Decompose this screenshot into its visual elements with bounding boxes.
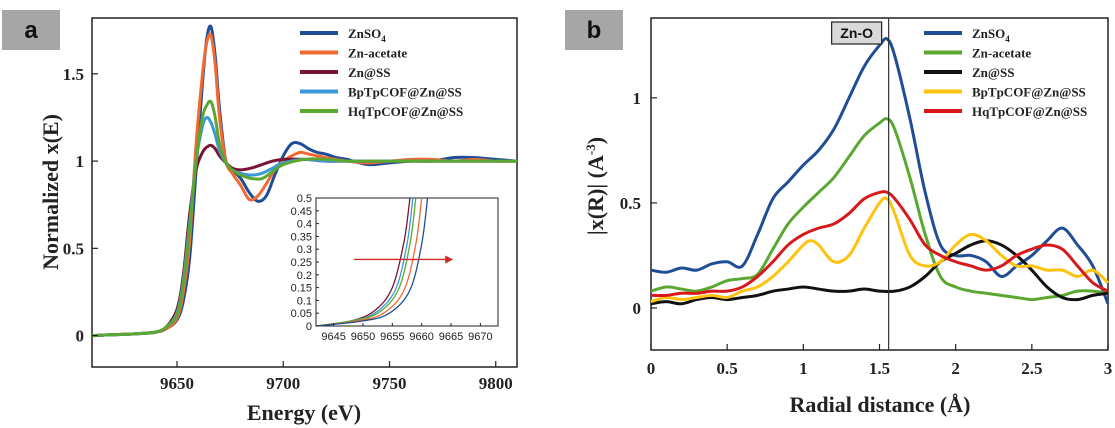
legend-label: ZnSO4 xyxy=(348,26,386,44)
series-line-3 xyxy=(650,196,1110,304)
x-tick-label: 1 xyxy=(799,359,808,378)
legend-label: Zn-acetate xyxy=(972,46,1031,61)
panel-a-x-axis-title: Energy (eV) xyxy=(247,400,361,425)
legend-label: Zn-acetate xyxy=(348,46,407,61)
panel-a-inset: 9645 9650 9655 9660 9665 9670 00.050.10.150.2… xyxy=(291,193,499,343)
inset-y-tick-label: 0.25 xyxy=(291,257,312,269)
zn-o-label-box xyxy=(831,21,883,45)
x-tick-label: 2.5 xyxy=(1021,359,1042,378)
inset-series-line-4 xyxy=(315,197,429,327)
legend-label: HqTpCOF@Zn@SS xyxy=(972,104,1087,119)
legend-label: HqTpCOF@Zn@SS xyxy=(348,104,463,119)
y-tick-label: 1.5 xyxy=(63,65,84,84)
series-line-4 xyxy=(650,190,1109,298)
series-line-0 xyxy=(91,24,518,338)
x-tick-label: 0.5 xyxy=(717,359,738,378)
panel-b-y-axis-title-end: ) xyxy=(583,137,608,144)
series-line-1 xyxy=(650,117,1109,302)
inset-y-tick-label: 0 xyxy=(306,321,312,333)
x-tick-label: 9800 xyxy=(479,374,513,393)
inset-x-tick-label: 9665 xyxy=(439,331,463,343)
legend-label: BpTpCOF@Zn@SS xyxy=(348,85,462,100)
inset-y-tick-label: 0.4 xyxy=(297,219,312,231)
inset-series-group xyxy=(315,197,429,327)
x-tick-label: 9750 xyxy=(373,374,407,393)
x-tick-label: 9700 xyxy=(266,374,300,393)
inset-x-tick-label: 9650 xyxy=(351,331,375,343)
panel-a-label: a xyxy=(24,17,38,44)
inset-series-line-3 xyxy=(315,197,423,327)
y-tick-label: 0 xyxy=(76,327,85,346)
panel-b-label: b xyxy=(587,17,602,44)
panel-b-annotation: Zn-O xyxy=(831,18,890,350)
inset-y-tick-label: 0.5 xyxy=(297,193,312,205)
panel-a-plot-frame xyxy=(91,17,518,368)
inset-x-tick-label: 9645 xyxy=(321,331,345,343)
inset-x-ticks: 9645 9650 9655 9660 9665 9670 xyxy=(321,323,493,343)
panel-a-label-box xyxy=(2,10,60,50)
inset-y-tick-label: 0.1 xyxy=(297,295,312,307)
inset-y-tick-label: 0.15 xyxy=(291,283,312,295)
inset-y-ticks: 00.050.10.150.20.250.30.350.40.450.5 xyxy=(291,193,319,333)
inset-y-tick-label: 0.3 xyxy=(297,244,312,256)
zn-o-label: Zn-O xyxy=(840,25,873,41)
inset-y-tick-label: 0.45 xyxy=(291,206,312,218)
inset-series-line-2 xyxy=(315,197,417,327)
x-tick-label: 2 xyxy=(951,359,960,378)
arrow-head xyxy=(445,255,454,264)
panel-b-y-axis-title-sup: -3 xyxy=(583,144,598,155)
series-line-4 xyxy=(91,99,517,338)
y-tick-label: 1 xyxy=(76,152,85,171)
panel-b-y-ticks: 00.51 xyxy=(620,89,657,318)
inset-x-tick-label: 9660 xyxy=(409,331,433,343)
x-tick-label: 0 xyxy=(647,359,656,378)
panel-a: a 9650 9700 9750 9800 00.511.5 Energy (eV) … xyxy=(2,10,518,425)
panel-b-label-box xyxy=(565,10,623,50)
panel-b-legend: ZnSO4 Zn-acetate Zn@SS BpTpCOF@Zn@SS HqTpCOF… xyxy=(924,26,1087,119)
panel-b: b 0 0.5 1 1.5 2 2.5 3 00.51 Radial distance (Å… xyxy=(565,10,1112,417)
panel-a-x-ticks: 9650 9700 9750 9800 xyxy=(160,361,513,393)
y-tick-label: 0.5 xyxy=(620,194,641,213)
legend-label: ZnSO4 xyxy=(972,26,1010,44)
panel-b-x-ticks: 0 0.5 1 1.5 2 2.5 3 xyxy=(647,344,1113,378)
inset-x-tick-label: 9670 xyxy=(468,331,492,343)
panel-b-y-axis-title-main: |x(R)| (A xyxy=(583,155,608,235)
panel-a-legend: ZnSO4 Zn-acetate Zn@SS BpTpCOF@Zn@SS HqTpCOF… xyxy=(300,26,463,119)
inset-x-tick-label: 9655 xyxy=(380,331,404,343)
legend-label: BpTpCOF@Zn@SS xyxy=(972,85,1086,100)
y-tick-label: 0.5 xyxy=(63,239,84,258)
legend-label: Zn@SS xyxy=(348,65,390,80)
y-tick-label: 1 xyxy=(633,89,642,108)
panel-b-series-group xyxy=(650,37,1110,306)
inset-y-tick-label: 0.05 xyxy=(291,308,312,320)
legend-label: Zn@SS xyxy=(972,65,1014,80)
panel-a-y-ticks: 0 0.5 1 1.5 xyxy=(63,65,98,346)
series-line-0 xyxy=(650,37,1110,305)
series-line-2 xyxy=(650,239,1109,306)
panel-a-series-group xyxy=(91,24,518,338)
x-tick-label: 1.5 xyxy=(869,359,890,378)
panel-b-y-axis-title: |x(R)| (A-3) xyxy=(583,137,608,235)
panel-b-x-axis-title: Radial distance (Å) xyxy=(790,392,971,417)
inset-shift-arrow xyxy=(354,255,454,264)
inset-y-tick-label: 0.35 xyxy=(291,231,312,243)
x-tick-label: 3 xyxy=(1104,359,1113,378)
y-tick-label: 0 xyxy=(633,299,642,318)
panel-a-y-axis-title: Normalized x(E) xyxy=(38,114,63,270)
inset-y-tick-label: 0.2 xyxy=(297,270,312,282)
x-tick-label: 9650 xyxy=(160,374,194,393)
